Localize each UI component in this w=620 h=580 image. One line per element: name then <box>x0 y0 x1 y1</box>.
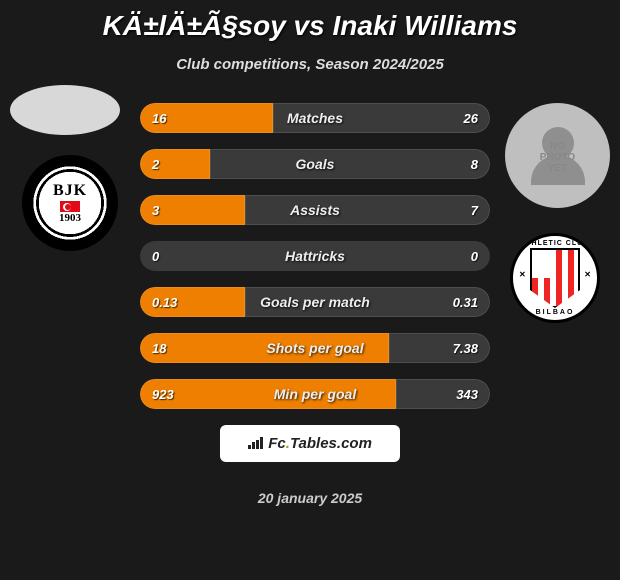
brand-prefix: Fc <box>268 435 286 452</box>
stat-label: Shots per goal <box>140 340 490 356</box>
stat-label: Hattricks <box>140 248 490 264</box>
stat-row: 0.130.31Goals per match <box>140 287 490 317</box>
fctables-logo: Fc.Tables.com <box>220 425 400 462</box>
stat-row: 37Assists <box>140 195 490 225</box>
club2-city: BILBAO <box>536 309 575 316</box>
stat-row: 1626Matches <box>140 103 490 133</box>
stat-label: Goals <box>140 156 490 172</box>
club2-name: ATHLETIC CLUB <box>521 240 589 247</box>
subtitle: Club competitions, Season 2024/2025 <box>0 56 620 73</box>
header: KÄ±lÄ±Ã§soy vs Inaki Williams Club compe… <box>0 0 620 73</box>
crest-decoration: ✕ <box>584 270 591 279</box>
club1-year: 1903 <box>59 212 81 224</box>
turkish-flag-icon <box>60 201 80 212</box>
stat-label: Assists <box>140 202 490 218</box>
bars-logo-icon <box>248 437 264 449</box>
stat-row: 28Goals <box>140 149 490 179</box>
stat-row: 923343Min per goal <box>140 379 490 409</box>
stat-label: Goals per match <box>140 294 490 310</box>
player1-photo <box>10 85 120 135</box>
stat-label: Matches <box>140 110 490 126</box>
footer: Fc.Tables.com 20 january 2025 <box>0 425 620 506</box>
player2-club-crest: ATHLETIC CLUB ✕ ✕ BILBAO <box>510 233 600 323</box>
stat-row: 00Hattricks <box>140 241 490 271</box>
club1-initials: BJK <box>53 182 87 200</box>
footer-date: 20 january 2025 <box>0 490 620 506</box>
no-photo-label: NOPHOTOYET <box>540 141 575 174</box>
brand-suffix: Tables.com <box>290 435 372 452</box>
player2-photo: NOPHOTOYET <box>505 103 610 208</box>
stats-bars: 1626Matches 28Goals 37Assists 00Hattricks 0.… <box>140 103 490 409</box>
club2-shield-icon <box>530 248 580 308</box>
main-area: BJK 1903 NOPHOTOYET ATHLETIC CLUB ✕ ✕ BI… <box>0 103 620 409</box>
stat-label: Min per goal <box>140 386 490 402</box>
page-title: KÄ±lÄ±Ã§soy vs Inaki Williams <box>0 10 620 42</box>
stat-row: 187.38Shots per goal <box>140 333 490 363</box>
crest-decoration: ✕ <box>519 270 526 279</box>
player1-club-crest: BJK 1903 <box>22 155 118 251</box>
